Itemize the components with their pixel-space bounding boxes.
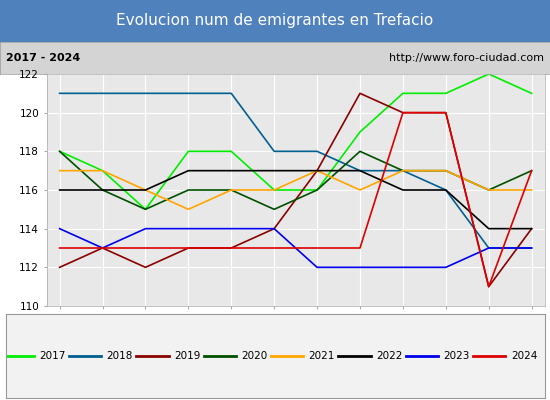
Text: 2023: 2023 <box>443 351 470 361</box>
Text: 2022: 2022 <box>376 351 403 361</box>
Text: 2019: 2019 <box>174 351 200 361</box>
Text: Evolucion num de emigrantes en Trefacio: Evolucion num de emigrantes en Trefacio <box>117 14 433 28</box>
Text: 2021: 2021 <box>309 351 335 361</box>
Text: 2017 - 2024: 2017 - 2024 <box>6 53 80 63</box>
Text: 2020: 2020 <box>241 351 267 361</box>
Text: http://www.foro-ciudad.com: http://www.foro-ciudad.com <box>389 53 544 63</box>
Text: 2018: 2018 <box>107 351 133 361</box>
Text: 2024: 2024 <box>511 351 537 361</box>
Text: 2017: 2017 <box>39 351 65 361</box>
